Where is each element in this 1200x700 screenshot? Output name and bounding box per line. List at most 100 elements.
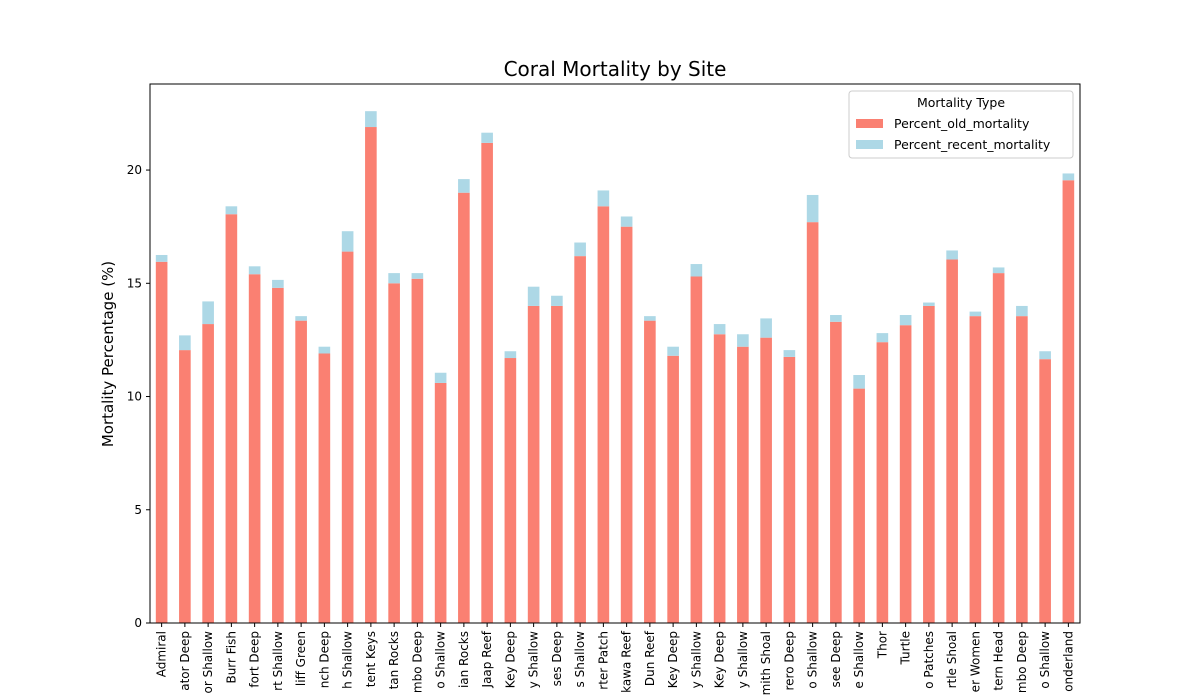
- x-tick-label: Key Deep: [713, 631, 727, 688]
- bar-old-30: [853, 388, 865, 623]
- bar-recent-9: [365, 111, 377, 128]
- bar-recent-34: [946, 250, 958, 260]
- x-tick-label: liff Green: [294, 631, 308, 686]
- x-axis: Admiral ator Deep or Shallow Burr Fish fort …: [155, 623, 1075, 695]
- chart-title: Coral Mortality by Site: [504, 57, 727, 81]
- x-tick-label: onderland: [1061, 631, 1075, 692]
- y-tick-label: 5: [134, 503, 142, 517]
- bar-old-24: [713, 334, 726, 623]
- legend-label-recent-mortality: Percent_recent_mortality: [894, 137, 1051, 152]
- x-tick-label: y Shallow: [736, 631, 750, 689]
- bars-layer: [155, 111, 1075, 624]
- bar-old-12: [434, 382, 447, 623]
- x-tick-label: Jaap Reef: [480, 630, 494, 688]
- bar-recent-30: [853, 375, 865, 389]
- x-tick-label: o Shallow: [1038, 631, 1052, 689]
- y-axis-label: Mortality Percentage (%): [99, 261, 117, 447]
- legend-box: [848, 90, 1074, 159]
- bar-recent-17: [551, 295, 563, 306]
- x-tick-label: o Shallow: [434, 631, 448, 689]
- bar-old-27: [783, 356, 796, 623]
- x-tick-label: s Shallow: [573, 631, 587, 688]
- y-tick-label: 10: [127, 390, 142, 404]
- bar-old-28: [806, 222, 819, 623]
- legend-title: Mortality Type: [917, 95, 1005, 110]
- bar-old-20: [620, 226, 633, 624]
- bar-recent-29: [830, 315, 842, 322]
- legend: Mortality Type Percent_old_mortality Per…: [848, 90, 1074, 159]
- bar-recent-11: [411, 273, 424, 279]
- bar-old-34: [946, 259, 958, 623]
- x-tick-label: y Shallow: [527, 631, 541, 689]
- bar-old-16: [527, 305, 540, 623]
- bar-old-3: [225, 214, 238, 623]
- x-tick-label: ator Deep: [178, 631, 192, 691]
- bar-old-4: [248, 274, 261, 623]
- bar-old-7: [318, 353, 331, 623]
- bar-recent-25: [737, 334, 749, 347]
- bar-old-0: [155, 261, 168, 623]
- bar-old-29: [830, 321, 842, 623]
- bar-recent-24: [713, 324, 726, 335]
- x-tick-label: tent Keys: [364, 631, 378, 687]
- bar-recent-14: [481, 132, 493, 143]
- bar-old-5: [272, 287, 284, 623]
- bar-old-13: [458, 192, 470, 624]
- x-tick-label: Key Deep: [666, 631, 680, 688]
- bar-recent-19: [597, 190, 610, 207]
- bar-old-11: [411, 278, 424, 623]
- bar-old-23: [690, 276, 703, 623]
- x-tick-label: o Patches: [922, 631, 936, 689]
- bar-recent-35: [969, 311, 982, 317]
- x-tick-label: rt Shallow: [271, 631, 285, 691]
- plot-frame: [149, 83, 1081, 624]
- x-tick-label: mbo Deep: [410, 631, 424, 693]
- x-tick-label: y Shallow: [689, 631, 703, 689]
- x-tick-label: Turtle: [899, 631, 913, 665]
- x-tick-label: ian Rocks: [457, 631, 471, 688]
- bar-recent-33: [923, 302, 935, 306]
- x-tick-label: tan Rocks: [387, 631, 401, 689]
- bar-recent-39: [1062, 173, 1075, 181]
- x-tick-label: or Shallow: [201, 631, 215, 694]
- bar-old-17: [551, 305, 563, 623]
- bar-recent-18: [574, 242, 586, 257]
- bar-old-38: [1039, 359, 1051, 623]
- x-tick-label: h Shallow: [341, 631, 355, 689]
- bar-recent-31: [876, 333, 889, 343]
- bar-old-15: [504, 358, 517, 623]
- bar-recent-2: [202, 301, 214, 325]
- bar-old-1: [179, 350, 191, 623]
- x-tick-label: nch Deep: [317, 631, 331, 688]
- x-tick-label: er Women: [968, 631, 982, 692]
- bar-recent-4: [248, 266, 261, 275]
- bar-recent-27: [783, 350, 796, 357]
- bar-old-8: [341, 251, 354, 623]
- bar-recent-10: [388, 273, 400, 284]
- bar-recent-3: [225, 206, 238, 215]
- bar-old-10: [388, 283, 400, 623]
- bar-recent-23: [690, 264, 703, 277]
- legend-swatch-recent-mortality: [856, 140, 883, 149]
- bar-old-39: [1062, 180, 1075, 623]
- bar-recent-28: [806, 194, 819, 223]
- x-tick-label: Thor: [875, 631, 889, 659]
- bar-recent-22: [667, 346, 679, 356]
- x-tick-label: mbo Deep: [1015, 631, 1029, 693]
- bar-old-35: [969, 316, 982, 623]
- bar-recent-32: [899, 315, 912, 326]
- x-tick-label: kawa Reef: [620, 630, 634, 693]
- bar-old-33: [923, 305, 935, 623]
- x-tick-label: ses Deep: [550, 631, 564, 686]
- x-tick-label: rter Patch: [596, 631, 610, 690]
- bar-recent-0: [155, 254, 168, 262]
- bar-old-18: [574, 256, 586, 623]
- y-tick-label: 0: [134, 616, 142, 630]
- y-tick-label: 15: [127, 276, 142, 290]
- x-tick-label: Key Deep: [503, 631, 517, 688]
- x-tick-label: o Shallow: [806, 631, 820, 689]
- bar-old-19: [597, 206, 610, 623]
- bar-old-31: [876, 342, 889, 623]
- bar-recent-7: [318, 346, 331, 354]
- bar-old-36: [992, 273, 1005, 623]
